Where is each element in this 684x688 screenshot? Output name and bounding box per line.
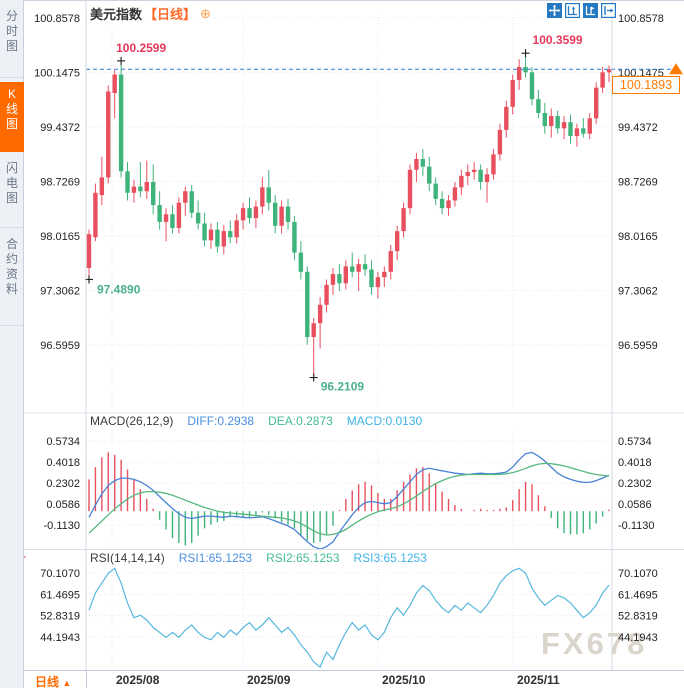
- x-axis-label: 2025/11: [517, 673, 560, 687]
- sidebar-item-label: 分时图: [5, 9, 18, 53]
- chart-toolbar: [547, 3, 616, 18]
- crosshair-tool-icon[interactable]: [547, 3, 562, 18]
- svg-text:44.1943: 44.1943: [40, 632, 80, 644]
- rsi3-value: RSI3:65.1253: [353, 551, 427, 565]
- watermark: FX678: [541, 626, 648, 661]
- svg-text:0.5734: 0.5734: [618, 436, 652, 448]
- sidebar-item-kline[interactable]: K线图: [0, 82, 24, 152]
- svg-text:97.3062: 97.3062: [40, 286, 80, 298]
- rsi2-value: RSI2:65.1253: [266, 551, 340, 565]
- svg-text:0.2302: 0.2302: [46, 478, 80, 490]
- sidebar-item-contract-info[interactable]: 合约资料: [0, 232, 24, 326]
- svg-text:96.5959: 96.5959: [40, 340, 80, 352]
- current-price-tag: 100.1893: [612, 76, 680, 94]
- add-indicator-icon[interactable]: ⊕: [200, 5, 211, 21]
- sidebar-item-label: K线图: [5, 87, 18, 131]
- svg-text:0.4018: 0.4018: [46, 457, 80, 469]
- divider: [86, 671, 87, 688]
- svg-text:98.0165: 98.0165: [618, 231, 658, 243]
- sidebar-item-label: 合约资料: [5, 237, 18, 296]
- chart-title-row: 美元指数 【日线】 ⊕: [90, 4, 211, 23]
- svg-text:52.8319: 52.8319: [618, 611, 658, 623]
- svg-text:98.7269: 98.7269: [618, 176, 658, 188]
- x-axis-label: 2025/08: [116, 673, 160, 687]
- x-axis-label: 2025/10: [382, 673, 426, 687]
- svg-text:98.0165: 98.0165: [40, 231, 80, 243]
- rsi1-value: RSI1:65.1253: [178, 551, 253, 565]
- macd-header: MACD(26,12,9) DIFF:0.2938 DEA:0.2873 MAC…: [90, 414, 422, 428]
- svg-text:-0.1130: -0.1130: [44, 520, 81, 532]
- svg-text:100.1475: 100.1475: [34, 67, 80, 79]
- svg-text:100.3599: 100.3599: [533, 33, 583, 47]
- svg-text:100.8578: 100.8578: [34, 13, 80, 25]
- period-tag: 【日线】: [144, 7, 197, 22]
- svg-text:98.7269: 98.7269: [40, 176, 80, 188]
- macd-dea-value: DEA:0.2873: [268, 414, 333, 428]
- sidebar-item-timeshare[interactable]: 分时图: [0, 4, 24, 78]
- dropdown-arrow-icon: ▲: [62, 678, 72, 688]
- svg-text:61.4695: 61.4695: [40, 589, 80, 601]
- svg-text:0.0586: 0.0586: [46, 499, 80, 511]
- rsi-name-label: RSI(14,14,14): [90, 551, 165, 565]
- svg-text:70.1070: 70.1070: [40, 568, 80, 580]
- svg-text:70.1070: 70.1070: [618, 568, 658, 580]
- bottom-bar: 日线 ▲ 2025/08 2025/09 2025/10 2025/11: [24, 670, 684, 688]
- macd-diff-value: DIFF:0.2938: [187, 414, 255, 428]
- macd-macd-value: MACD:0.0130: [346, 414, 423, 428]
- svg-text:0.2302: 0.2302: [618, 478, 652, 490]
- svg-text:61.4695: 61.4695: [618, 589, 658, 601]
- svg-text:96.5959: 96.5959: [618, 340, 658, 352]
- sidebar: 分时图 K线图 闪电图 合约资料: [0, 0, 24, 688]
- sidebar-item-label: 闪电图: [5, 161, 18, 205]
- jump-to-latest-icon[interactable]: [601, 3, 616, 18]
- auto-fit-icon[interactable]: [583, 3, 598, 18]
- svg-text:97.3062: 97.3062: [618, 286, 658, 298]
- svg-text:96.2109: 96.2109: [321, 380, 365, 394]
- svg-text:0.4018: 0.4018: [618, 457, 652, 469]
- sidebar-item-lightning[interactable]: 闪电图: [0, 156, 24, 228]
- svg-text:99.4372: 99.4372: [618, 122, 658, 134]
- svg-text:97.4890: 97.4890: [97, 282, 141, 296]
- x-axis-label: 2025/09: [247, 673, 291, 687]
- svg-text:0.5734: 0.5734: [46, 436, 80, 448]
- macd-name-label: MACD(26,12,9): [90, 414, 174, 428]
- svg-text:0.0586: 0.0586: [618, 499, 652, 511]
- axis-scale-icon[interactable]: [565, 3, 580, 18]
- svg-text:100.2599: 100.2599: [116, 41, 166, 55]
- svg-text:44.1943: 44.1943: [618, 632, 658, 644]
- svg-text:-0.1130: -0.1130: [618, 520, 655, 532]
- svg-text:100.8578: 100.8578: [618, 13, 664, 25]
- svg-text:52.8319: 52.8319: [40, 611, 80, 623]
- instrument-title: 美元指数: [90, 7, 143, 22]
- svg-text:99.4372: 99.4372: [40, 122, 80, 134]
- rsi-header: RSI(14,14,14) RSI1:65.1253 RSI2:65.1253 …: [90, 551, 427, 565]
- period-selector[interactable]: 日线 ▲: [35, 675, 72, 688]
